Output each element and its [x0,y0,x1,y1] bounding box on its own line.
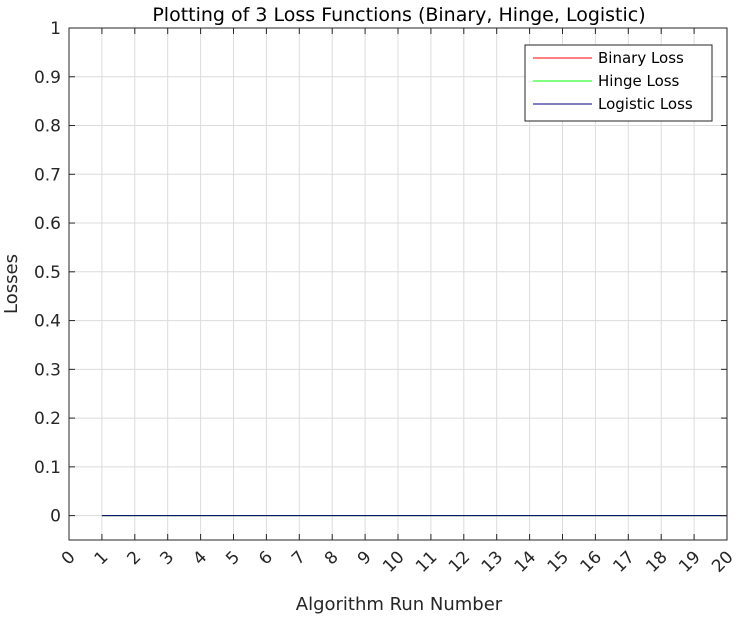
x-axis-title: Algorithm Run Number [296,594,503,615]
y-tick-label: 0.1 [34,458,61,478]
y-tick-label: 0.2 [34,409,61,429]
legend-box [524,44,713,122]
y-tick-label: 0.6 [34,214,61,234]
y-tick-label: 0.4 [34,312,61,332]
y-tick-label: 0.7 [34,165,61,185]
legend-label-logistic-loss: Logistic Loss [598,95,693,113]
y-axis-title: Losses [1,254,22,314]
chart-title: Plotting of 3 Loss Functions (Binary, Hi… [152,4,645,26]
y-tick-label: 0.8 [34,117,61,137]
legend-label-binary-loss: Binary Loss [598,49,684,67]
y-tick-label: 1 [50,19,61,39]
y-tick-label: 0.9 [34,68,61,88]
y-axis-ticks: 0 0.1 0.2 0.3 0.4 0.5 0.6 0.7 0.8 0.9 1 [34,19,727,527]
y-tick-label: 0.5 [34,263,61,283]
legend: Binary Loss Hinge Loss Logistic Loss [524,44,713,122]
legend-label-hinge-loss: Hinge Loss [598,72,680,90]
y-tick-label: 0.3 [34,360,61,380]
y-tick-label: 0 [50,507,61,527]
